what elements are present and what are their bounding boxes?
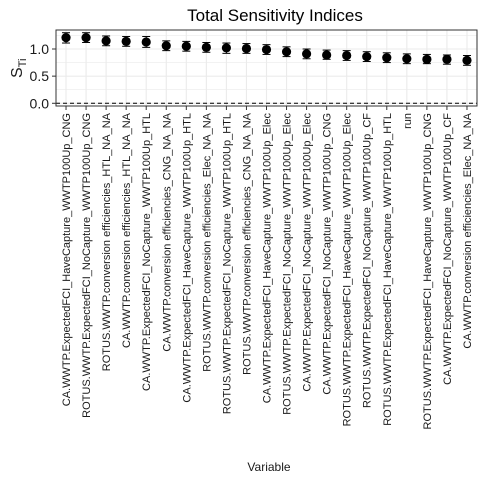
data-point bbox=[102, 36, 111, 45]
x-tick-label: CA.WWTP.ExpectedFCI_HaveCapture_WWTP100U… bbox=[61, 113, 73, 406]
data-point bbox=[122, 37, 131, 46]
x-tick-label: run bbox=[402, 113, 414, 129]
y-tick-label: 1.0 bbox=[30, 41, 50, 57]
x-tick-label: ROTUS.WWTP.ExpectedFCI_HaveCapture_WWTP1… bbox=[342, 113, 354, 427]
data-point bbox=[222, 43, 231, 52]
x-tick-label: ROTUS.WWTP.conversion efficiencies_CNG_N… bbox=[241, 112, 253, 375]
data-point bbox=[302, 49, 311, 58]
x-tick-label: ROTUS.WWTP.ExpectedFCI_NoCapture_WWTP100… bbox=[282, 113, 294, 415]
data-point bbox=[81, 33, 90, 42]
x-tick-label: ROTUS.WWTP.ExpectedFCI_NoCapture_WWTP100… bbox=[221, 113, 233, 414]
data-point bbox=[142, 37, 151, 46]
data-point bbox=[182, 42, 191, 51]
data-point bbox=[162, 41, 171, 50]
x-tick-label: CA.WWTP.ExpectedFCI_NoCapture_WWTP100Up_… bbox=[141, 113, 153, 391]
data-point bbox=[402, 54, 411, 63]
data-point bbox=[382, 53, 391, 62]
chart-title: Total Sensitivity Indices bbox=[187, 6, 363, 25]
data-point bbox=[322, 50, 331, 59]
x-tick-label: CA.WWTP.ExpectedFCI_NoCapture_WWTP100Up_… bbox=[322, 113, 334, 395]
x-tick-label: CA.WWTP.ExpectedFCI_HaveCapture_WWTP100U… bbox=[181, 113, 193, 403]
y-tick-label: 0.5 bbox=[30, 68, 50, 84]
x-tick-label: CA.WWTP.conversion efficiencies_Elec_NA_… bbox=[462, 112, 474, 348]
x-tick-label: CA.WWTP.ExpectedFCI_HaveCapture_WWTP100U… bbox=[262, 113, 274, 404]
data-point bbox=[462, 56, 471, 65]
data-point bbox=[262, 45, 271, 54]
data-point bbox=[362, 52, 371, 61]
y-axis-title-main: S bbox=[9, 67, 26, 78]
x-tick-label: ROTUS.WWTP.ExpectedFCI_NoCapture_WWTP100… bbox=[81, 113, 93, 418]
x-tick-label: CA.WWTP.ExpectedFCI_NoCapture_WWTP100Up_… bbox=[302, 113, 314, 392]
x-tick-label: CA.WWTP.ExpectedFCI_NoCapture_WWTP100Up_… bbox=[442, 113, 454, 385]
data-point bbox=[61, 33, 70, 42]
y-tick-label: 0.0 bbox=[30, 95, 50, 111]
data-point bbox=[242, 44, 251, 53]
x-tick-label: ROTUS.WWTP.ExpectedFCI_HaveCapture_WWTP1… bbox=[422, 113, 434, 429]
x-tick-label: ROTUS.WWTP.conversion efficiencies_HTL_N… bbox=[101, 112, 113, 371]
y-axis-title-subscript: Ti bbox=[17, 59, 29, 68]
x-tick-label: ROTUS.WWTP.conversion efficiencies_Elec_… bbox=[201, 112, 213, 371]
x-tick-label: CA.WWTP.conversion efficiencies_CNG_NA_N… bbox=[161, 112, 173, 351]
data-point bbox=[442, 55, 451, 64]
data-point bbox=[202, 43, 211, 52]
data-point bbox=[342, 51, 351, 60]
x-tick-label: ROTUS.WWTP.ExpectedFCI_HaveCapture_WWTP1… bbox=[382, 113, 394, 426]
data-point bbox=[422, 55, 431, 64]
x-tick-label: CA.WWTP.conversion efficiencies_HTL_NA_N… bbox=[121, 112, 133, 348]
x-axis-title: Variable bbox=[247, 460, 290, 474]
data-point bbox=[282, 47, 291, 56]
x-tick-label: ROTUS.WWTP.ExpectedFCI_NoCapture_WWTP100… bbox=[362, 113, 374, 408]
